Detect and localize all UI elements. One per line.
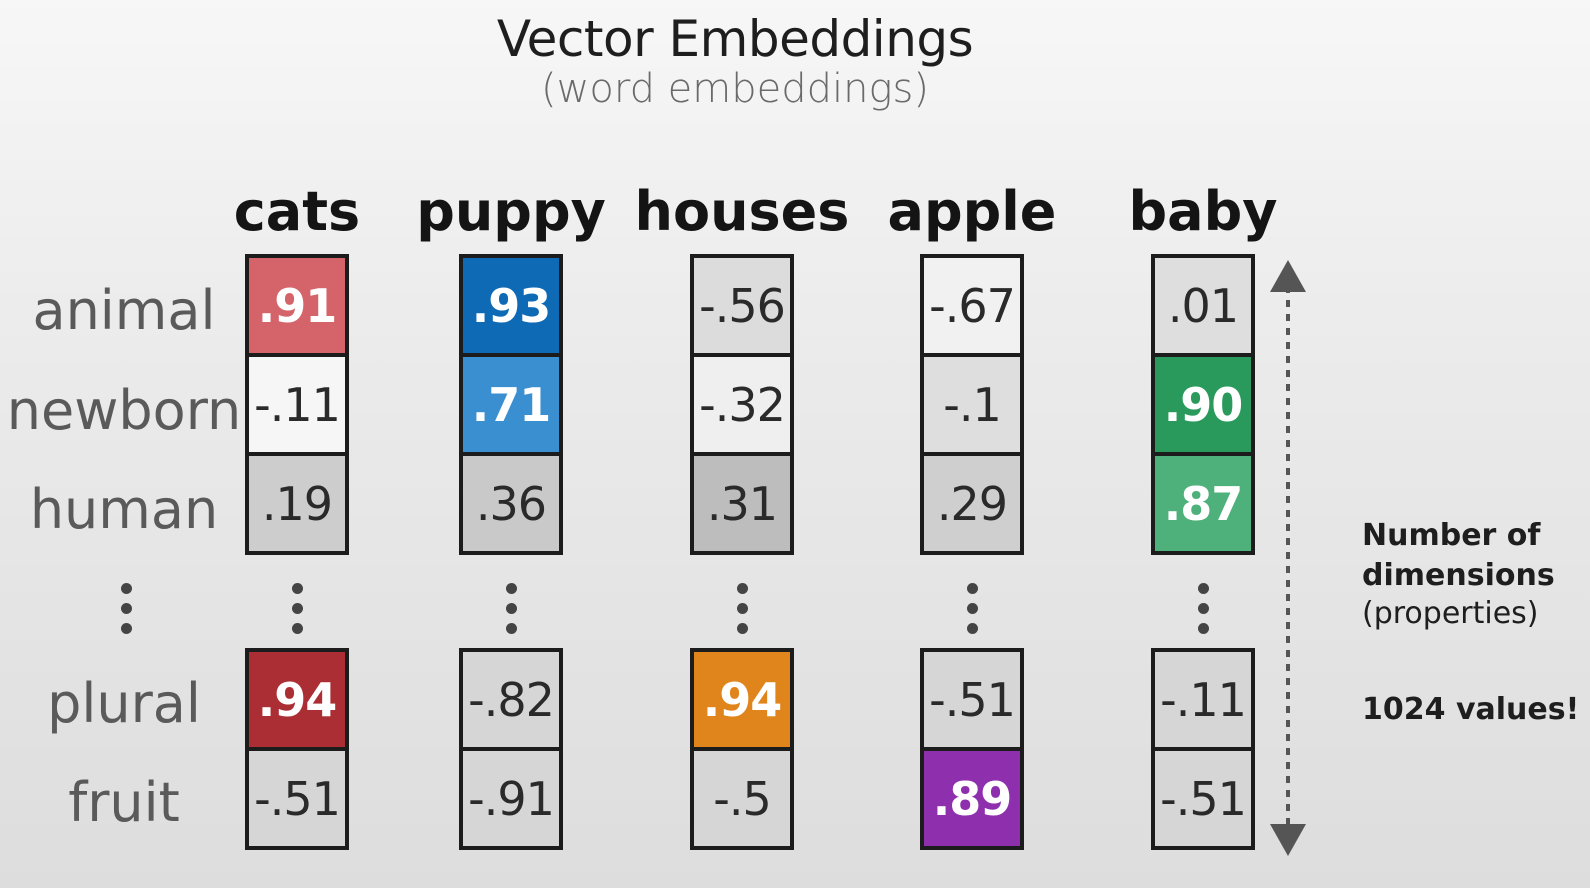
cell-apple-animal: -.67 (924, 258, 1020, 353)
cell-baby-newborn: .90 (1155, 357, 1251, 452)
cell-houses-plural: .94 (694, 652, 790, 747)
vector-cats-top: .91 -.11.19 (245, 254, 349, 555)
vector-apple-top: -.67 -.1.29 (920, 254, 1024, 555)
cell-cats-human: .19 (249, 456, 345, 551)
diagram-subtitle: (word embeddings) (541, 66, 929, 112)
column-header-apple: apple (887, 180, 1057, 243)
vector-puppy-top: .93.71.36 (459, 254, 563, 555)
cell-baby-fruit: -.51 (1155, 751, 1251, 846)
cell-puppy-fruit: -.91 (463, 751, 559, 846)
ellipsis-cats (287, 583, 307, 634)
cell-apple-plural: -.51 (924, 652, 1020, 747)
vector-baby-bottom: -.11 -.51 (1151, 648, 1255, 850)
ellipsis-apple (962, 583, 982, 634)
cell-cats-animal: .91 (249, 258, 345, 353)
dimension-arrow-icon (1270, 260, 1306, 856)
vector-baby-top: .01.90.87 (1151, 254, 1255, 555)
cell-puppy-newborn: .71 (463, 357, 559, 452)
vector-houses-top: -.56 -.32.31 (690, 254, 794, 555)
cell-houses-newborn: -.32 (694, 357, 790, 452)
cell-houses-animal: -.56 (694, 258, 790, 353)
ellipsis-puppy (501, 583, 521, 634)
column-header-houses: houses (634, 180, 850, 243)
cell-cats-newborn: -.11 (249, 357, 345, 452)
note-properties: (properties) (1362, 596, 1539, 631)
row-label-human: human (29, 478, 219, 541)
vector-houses-bottom: .94 -.5 (690, 648, 794, 850)
cell-baby-plural: -.11 (1155, 652, 1251, 747)
vector-apple-bottom: -.51.89 (920, 648, 1024, 850)
row-ellipsis (116, 583, 136, 634)
diagram-title: Vector Embeddings (496, 10, 974, 68)
cell-cats-plural: .94 (249, 652, 345, 747)
cell-houses-human: .31 (694, 456, 790, 551)
note-dimensions-heading: Number of dimensions (1362, 518, 1555, 593)
cell-puppy-human: .36 (463, 456, 559, 551)
cell-puppy-animal: .93 (463, 258, 559, 353)
cell-baby-animal: .01 (1155, 258, 1251, 353)
cell-apple-fruit: .89 (924, 751, 1020, 846)
row-label-fruit: fruit (68, 771, 180, 834)
row-label-animal: animal (32, 279, 216, 342)
cell-houses-fruit: -.5 (694, 751, 790, 846)
vector-puppy-bottom: -.82 -.91 (459, 648, 563, 850)
ellipsis-baby (1193, 583, 1213, 634)
vector-cats-bottom: .94 -.51 (245, 648, 349, 850)
column-header-cats: cats (233, 180, 361, 243)
column-header-baby: baby (1128, 180, 1278, 243)
ellipsis-houses (732, 583, 752, 634)
column-header-puppy: puppy (416, 180, 606, 243)
cell-baby-human: .87 (1155, 456, 1251, 551)
cell-cats-fruit: -.51 (249, 751, 345, 846)
cell-apple-newborn: -.1 (924, 357, 1020, 452)
note-value-count: 1024 values! (1362, 692, 1580, 727)
row-label-plural: plural (47, 672, 201, 735)
cell-puppy-plural: -.82 (463, 652, 559, 747)
row-label-newborn: newborn (6, 379, 242, 442)
cell-apple-human: .29 (924, 456, 1020, 551)
